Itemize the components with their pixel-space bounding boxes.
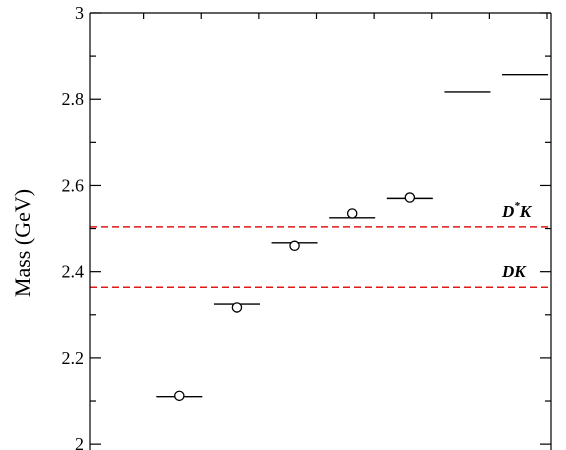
y-tick-label: 2 (75, 434, 84, 450)
data-point (231, 302, 243, 313)
data-point (346, 208, 358, 219)
threshold-label-main: D (501, 262, 514, 281)
threshold-label: D*K (501, 200, 533, 221)
data-point (289, 240, 300, 252)
threshold-label-tail: K (519, 202, 533, 221)
threshold-label-sup: * (514, 200, 520, 212)
tick-labels: 2 2.2 2.4 2.6 2.8 3 (62, 3, 85, 450)
y-tick-label: 2.6 (62, 175, 85, 195)
data-point (404, 192, 416, 203)
y-tick-label: 3 (75, 3, 84, 23)
threshold-label: DK (501, 262, 527, 281)
threshold-lines: DKD*K (90, 200, 551, 288)
y-tick-label: 2.2 (62, 348, 85, 368)
y-axis-title: Mass (GeV) (10, 189, 35, 297)
y-tick-label: 2.8 (62, 89, 85, 109)
threshold-label-main: D (501, 202, 514, 221)
threshold-label-tail: K (513, 262, 527, 281)
y-tick-label: 2.4 (62, 262, 85, 282)
energy-levels (156, 73, 549, 398)
data-points (174, 192, 416, 402)
data-point (174, 390, 185, 402)
axes (89, 12, 552, 450)
